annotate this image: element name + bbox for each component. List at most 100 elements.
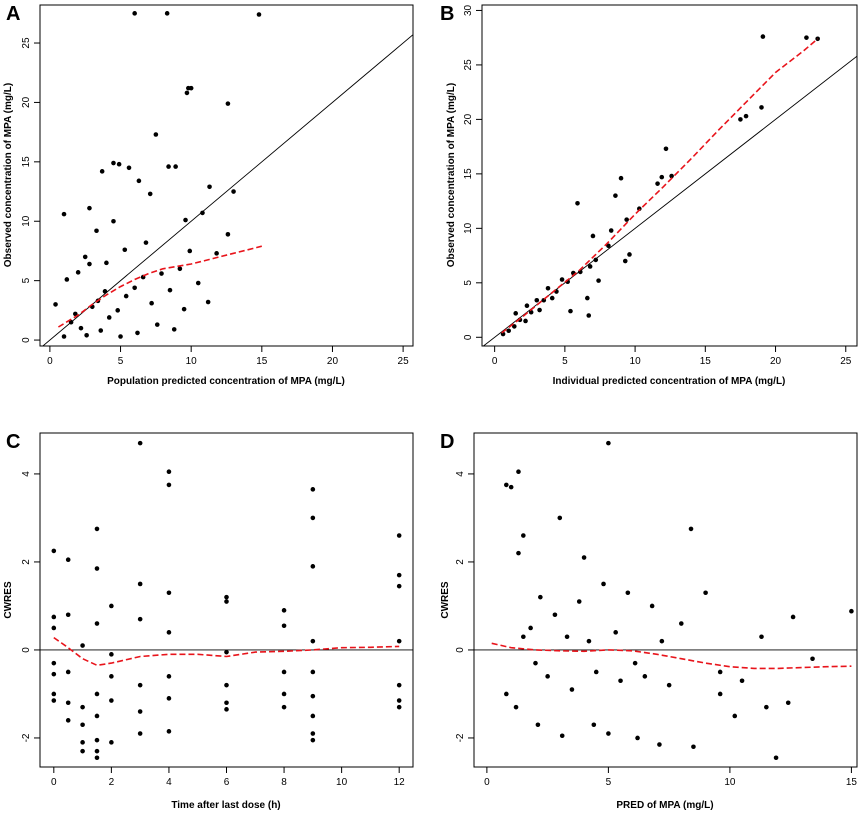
x-tick-label: 0 — [47, 356, 53, 367]
data-point — [126, 165, 132, 171]
data-point — [396, 704, 402, 710]
data-point — [624, 217, 629, 222]
data-point — [396, 572, 402, 578]
x-tick-label: 25 — [840, 356, 852, 367]
y-tick-label: 2 — [455, 559, 466, 565]
data-point — [184, 90, 190, 96]
panel-b: B 0 5 10 15 20 25 0 5 10 15 20 25 30 Individual predic… — [440, 3, 858, 387]
data-point — [225, 232, 231, 237]
data-point — [166, 164, 171, 169]
data-point — [94, 755, 100, 761]
data-point — [593, 669, 599, 675]
identity-line — [42, 34, 413, 346]
data-point — [591, 722, 597, 728]
y-tick-label: -2 — [21, 733, 32, 742]
x-tick-label: 10 — [336, 777, 348, 788]
y-tick-label: -2 — [455, 733, 466, 742]
data-point — [688, 526, 694, 532]
data-point — [521, 634, 526, 640]
data-point — [663, 146, 669, 152]
data-point — [649, 603, 655, 609]
y-tick-label: 25 — [463, 59, 474, 71]
data-point — [166, 590, 172, 596]
data-point — [166, 696, 172, 701]
data-point — [666, 682, 672, 688]
data-point — [524, 303, 530, 308]
data-point — [80, 748, 85, 754]
data-point — [606, 440, 611, 446]
data-point — [177, 266, 183, 272]
data-point — [137, 581, 143, 587]
data-point — [214, 251, 219, 256]
data-point — [166, 482, 172, 488]
x-tick-label: 25 — [398, 356, 410, 367]
data-point — [136, 178, 142, 184]
data-point — [94, 228, 99, 234]
data-point — [557, 515, 563, 521]
data-point — [187, 248, 193, 254]
data-point — [576, 599, 582, 604]
data-point — [109, 740, 114, 745]
x-tick-label: 0 — [492, 356, 498, 367]
y-tick-label: 20 — [463, 113, 474, 125]
data-point — [581, 555, 587, 560]
x-tick-label: 12 — [394, 777, 406, 788]
x-tick-label: 20 — [770, 356, 782, 367]
data-point — [80, 704, 85, 710]
data-point — [516, 469, 521, 475]
data-point — [51, 671, 57, 677]
data-point — [149, 300, 154, 306]
data-point — [568, 308, 573, 314]
data-point — [538, 594, 543, 600]
data-point — [537, 307, 542, 313]
data-point — [166, 469, 172, 475]
data-point — [512, 324, 517, 329]
plot-frame — [473, 432, 858, 768]
data-point — [224, 707, 229, 712]
data-point — [559, 277, 565, 282]
panel-label: A — [6, 3, 20, 25]
x-axis-title: Time after last dose (h) — [171, 800, 280, 811]
data-point — [804, 35, 809, 40]
data-point — [506, 328, 511, 334]
data-point — [281, 704, 287, 710]
data-point — [281, 623, 287, 629]
data-point — [717, 691, 723, 697]
data-point — [659, 638, 665, 644]
data-point — [545, 285, 551, 291]
data-point — [606, 243, 611, 249]
data-point — [528, 309, 534, 315]
data-point — [224, 649, 229, 655]
data-point — [87, 205, 92, 211]
data-point — [534, 297, 540, 303]
data-point — [764, 704, 769, 710]
data-point — [65, 700, 71, 706]
data-point — [143, 240, 149, 245]
data-point — [642, 674, 648, 679]
panel-label: D — [440, 431, 454, 453]
y-tick-label: 0 — [455, 647, 466, 653]
data-point — [164, 11, 170, 16]
data-point — [73, 311, 78, 317]
data-point — [732, 713, 738, 719]
data-point — [109, 698, 114, 703]
data-point — [102, 289, 108, 294]
data-point — [231, 189, 236, 194]
data-point — [396, 698, 402, 703]
data-point — [80, 643, 85, 648]
data-point — [80, 740, 85, 745]
data-point — [65, 718, 71, 723]
data-point — [51, 660, 57, 666]
x-tick-label: 4 — [166, 777, 172, 788]
data-point — [627, 252, 632, 257]
data-point — [635, 735, 640, 741]
data-point — [523, 318, 528, 324]
data-point — [147, 191, 153, 197]
y-tick-label: 10 — [21, 215, 32, 227]
data-point — [75, 270, 81, 275]
y-tick-label: 0 — [21, 337, 32, 343]
data-point — [109, 652, 114, 657]
data-point — [593, 257, 599, 263]
data-point — [659, 174, 665, 180]
data-point — [396, 682, 402, 688]
